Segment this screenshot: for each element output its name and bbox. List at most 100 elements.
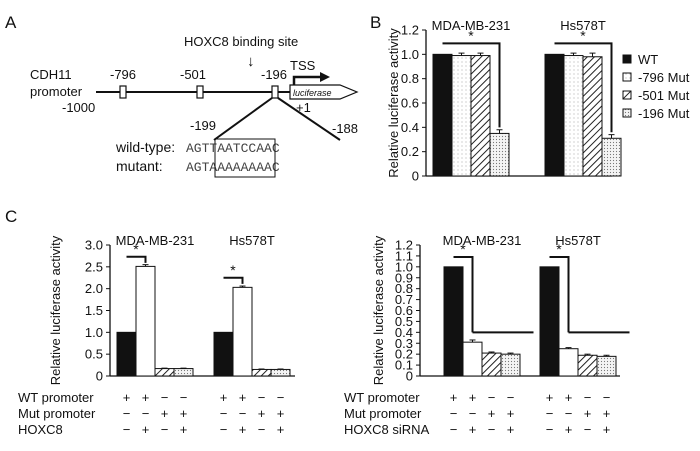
bar bbox=[470, 55, 491, 177]
condition-symbol: + bbox=[180, 406, 188, 421]
bar bbox=[251, 368, 272, 377]
condition-row-label: HOXC8 bbox=[18, 422, 63, 437]
y-tick-label: 1.0 bbox=[85, 325, 103, 340]
condition-symbol: + bbox=[565, 422, 573, 437]
bar bbox=[154, 368, 175, 377]
condition-symbol: + bbox=[469, 390, 477, 405]
condition-symbol: + bbox=[142, 422, 150, 437]
condition-symbol: − bbox=[123, 422, 131, 437]
y-tick-label: 3.0 bbox=[85, 238, 103, 253]
bar bbox=[443, 266, 464, 377]
binding-site-label: HOXC8 binding site bbox=[184, 34, 298, 49]
condition-symbol: + bbox=[123, 390, 131, 405]
condition-symbol: − bbox=[469, 406, 477, 421]
y-axis-label: Relative luciferase activity bbox=[386, 28, 401, 178]
y-tick-label: 0.4 bbox=[401, 120, 419, 135]
bar bbox=[135, 265, 156, 377]
bar bbox=[544, 53, 565, 177]
condition-symbol: − bbox=[546, 406, 554, 421]
y-tick-label: 0.6 bbox=[395, 303, 413, 318]
condition-symbol: − bbox=[220, 406, 228, 421]
condition-symbol: + bbox=[180, 422, 188, 437]
bar bbox=[232, 286, 253, 377]
condition-symbol: − bbox=[239, 406, 247, 421]
y-tick-label: 0.2 bbox=[401, 144, 419, 159]
bar bbox=[558, 348, 579, 377]
panel-letter-b: B bbox=[370, 13, 381, 32]
y-tick-label: 0.5 bbox=[395, 314, 413, 329]
condition-symbol: − bbox=[603, 390, 611, 405]
tss-label: TSS bbox=[290, 58, 316, 73]
condition-table-c-right: WT promoter + + − − + + − −Mut promoter − − + + − − + +H… bbox=[344, 390, 610, 437]
condition-row-label: WT promoter bbox=[18, 390, 94, 405]
y-axis-label: Relative luciferase activity bbox=[371, 235, 386, 385]
condition-symbol: − bbox=[180, 390, 188, 405]
legend-panel-b: WT -796 Mut -501 Mut -196 Mut bbox=[622, 52, 690, 121]
bar bbox=[481, 352, 502, 377]
condition-symbol: + bbox=[239, 422, 247, 437]
zoom-line-right bbox=[277, 97, 341, 141]
condition-symbol: − bbox=[161, 390, 169, 405]
y-tick-label: 1.0 bbox=[395, 259, 413, 274]
y-tick-label: 1.1 bbox=[395, 248, 413, 263]
y-tick-label: 0.4 bbox=[395, 325, 413, 340]
condition-symbol: + bbox=[469, 422, 477, 437]
condition-symbol: + bbox=[277, 406, 285, 421]
bar bbox=[577, 354, 598, 377]
zoom-right-position: -188 bbox=[332, 121, 358, 136]
significance-bracket bbox=[453, 256, 534, 334]
promoter-schematic: HOXC8 binding site ↓ TSS CDH11 promoter … bbox=[30, 34, 359, 178]
position-796: -796 bbox=[110, 67, 136, 82]
tss-arrowhead bbox=[320, 72, 330, 82]
site-box-196 bbox=[271, 85, 279, 99]
y-tick-label: 1.2 bbox=[401, 23, 419, 38]
luciferase-reporter bbox=[289, 84, 359, 100]
y-axis-label: Relative luciferase activity bbox=[48, 235, 63, 385]
condition-symbol: − bbox=[450, 406, 458, 421]
condition-symbol: + bbox=[161, 406, 169, 421]
bar bbox=[539, 266, 560, 377]
chart-panel-c-right: 00.10.20.30.40.50.60.70.80.91.01.11.2 Rel… bbox=[371, 233, 630, 385]
bar bbox=[116, 331, 137, 377]
condition-symbol: − bbox=[488, 390, 496, 405]
y-tick-label: 2.5 bbox=[85, 259, 103, 274]
condition-table-c-left: WT promoter + + − − + + − −Mut promoter − − + + − − + +H… bbox=[18, 390, 284, 437]
condition-symbol: + bbox=[488, 406, 496, 421]
legend-label: WT bbox=[638, 52, 658, 67]
significance-bracket bbox=[442, 42, 501, 128]
condition-symbol: + bbox=[277, 422, 285, 437]
legend-label: -196 Mut bbox=[638, 106, 690, 121]
position-501: -501 bbox=[180, 67, 206, 82]
panel-letter-a: A bbox=[5, 13, 17, 32]
condition-symbol: + bbox=[507, 406, 515, 421]
y-tick-label: 0.9 bbox=[395, 270, 413, 285]
condition-symbol: + bbox=[584, 406, 592, 421]
condition-symbol: + bbox=[142, 390, 150, 405]
condition-symbol: − bbox=[161, 422, 169, 437]
site-box-796 bbox=[119, 85, 127, 99]
condition-symbol: + bbox=[507, 422, 515, 437]
condition-symbol: − bbox=[584, 390, 592, 405]
y-tick-label: 0.8 bbox=[401, 71, 419, 86]
promoter-label: promoter bbox=[30, 84, 83, 99]
condition-symbol: − bbox=[258, 422, 266, 437]
significance-star: * bbox=[133, 241, 139, 257]
condition-symbol: − bbox=[277, 390, 285, 405]
legend-label: -501 Mut bbox=[638, 88, 690, 103]
bar bbox=[451, 55, 472, 177]
y-tick-label: 0 bbox=[412, 169, 419, 184]
significance-star: * bbox=[580, 27, 586, 43]
bar bbox=[432, 53, 453, 177]
significance-star: * bbox=[556, 241, 562, 257]
condition-symbol: + bbox=[565, 390, 573, 405]
category-label: Hs578T bbox=[560, 18, 606, 33]
significance-bracket bbox=[223, 276, 244, 284]
panel-letter-c: C bbox=[5, 207, 17, 226]
condition-symbol: − bbox=[142, 406, 150, 421]
legend-label: -796 Mut bbox=[638, 70, 690, 85]
luciferase-label: luciferase bbox=[293, 88, 332, 98]
significance-bracket bbox=[126, 255, 147, 263]
zoom-left-position: -199 bbox=[190, 118, 216, 133]
